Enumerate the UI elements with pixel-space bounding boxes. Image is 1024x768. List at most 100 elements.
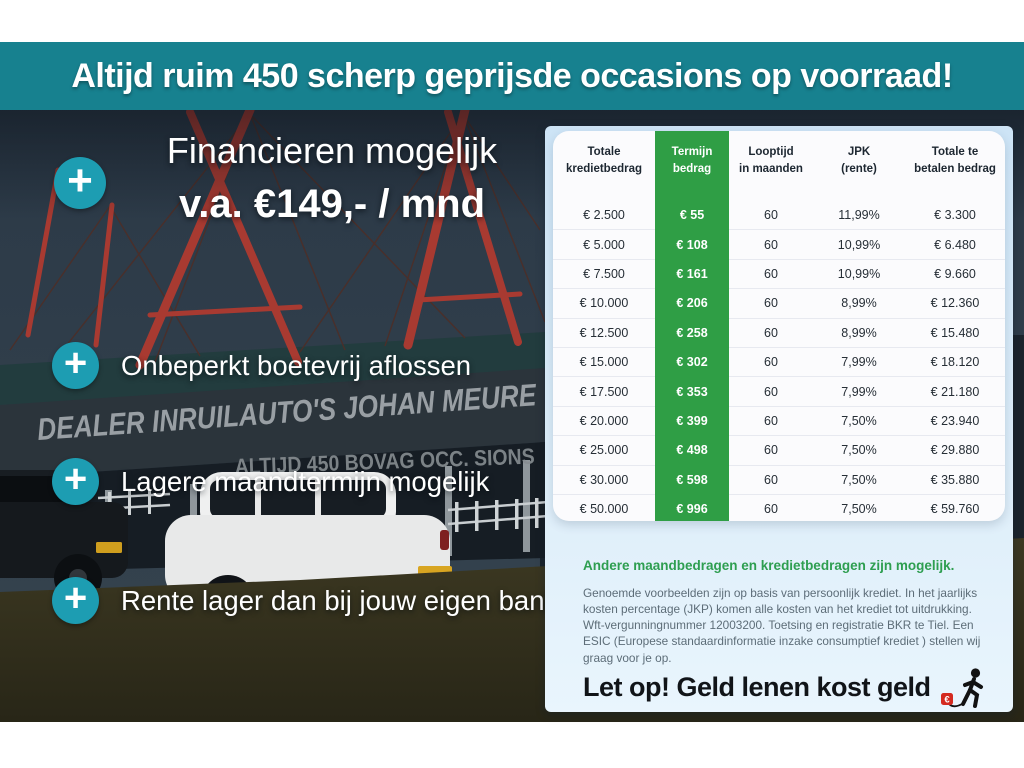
bullet-text: Lagere maandtermijn mogelijk bbox=[121, 465, 490, 497]
geld-lenen-kost-geld-icon: € bbox=[940, 668, 983, 708]
table-row: € 20.000 € 399 60 7,50% € 23.940 bbox=[553, 405, 1005, 435]
dark-suv bbox=[0, 470, 128, 602]
promo-bullet: + Lagere maandtermijn mogelijk bbox=[52, 458, 489, 505]
rate-table-card: Totale kredietbedrag Termijn bedrag Loop… bbox=[553, 131, 1005, 521]
table-cell: € 20.000 bbox=[579, 413, 629, 428]
table-cell: 60 bbox=[764, 472, 778, 487]
table-cell: € 161 bbox=[676, 266, 708, 281]
table-cell: € 21.180 bbox=[930, 384, 980, 399]
banner-text: Altijd ruim 450 scherp geprijsde occasio… bbox=[71, 56, 953, 95]
table-body: € 2.500 € 55 60 11,99% € 3.300 € 5.000 € 108 60… bbox=[553, 201, 1005, 521]
table-cell: € 17.500 bbox=[579, 384, 629, 399]
table-cell: € 18.120 bbox=[930, 355, 980, 370]
table-cell: € 996 bbox=[676, 502, 708, 517]
table-row: € 15.000 € 302 60 7,99% € 18.120 bbox=[553, 346, 1005, 376]
headline-line2: v.a. €149,- / mnd bbox=[178, 182, 486, 226]
table-cell: 60 bbox=[764, 325, 778, 340]
table-cell: € 35.880 bbox=[930, 472, 980, 487]
table-cell: 60 bbox=[764, 237, 778, 252]
table-cell: € 353 bbox=[676, 384, 708, 399]
bullet-text: Onbeperkt boetevrij aflossen bbox=[121, 349, 472, 381]
termijn-column-highlight bbox=[655, 131, 729, 521]
table-cell: € 9.660 bbox=[934, 266, 976, 281]
table-cell: € 3.300 bbox=[934, 208, 976, 223]
table-cell: 11,99% bbox=[838, 208, 880, 223]
table-cell: 60 bbox=[764, 266, 778, 281]
table-row: € 25.000 € 498 60 7,50% € 29.880 bbox=[553, 435, 1005, 464]
table-cell: € 5.000 bbox=[583, 237, 625, 252]
plus-icon: + bbox=[52, 342, 99, 389]
header-totale-kredietbedrag: Totale kredietbedrag bbox=[565, 146, 643, 175]
table-cell: 7,99% bbox=[841, 355, 877, 370]
headline-line1: Financieren mogelijk bbox=[166, 130, 498, 171]
table-header: Totale kredietbedrag Termijn bedrag Loop… bbox=[553, 131, 1005, 201]
table-cell: € 108 bbox=[676, 237, 708, 252]
table-cell: € 50.000 bbox=[579, 502, 629, 517]
table-cell: 10,99% bbox=[837, 237, 881, 252]
table-cell: 60 bbox=[764, 208, 778, 223]
table-cell: 8,99% bbox=[841, 325, 877, 340]
table-cell: € 29.880 bbox=[930, 443, 980, 458]
table-cell: € 399 bbox=[676, 413, 708, 428]
table-cell: € 59.760 bbox=[930, 502, 980, 517]
table-cell: € 25.000 bbox=[579, 443, 629, 458]
table-cell: 7,99% bbox=[841, 384, 877, 399]
top-margin bbox=[0, 0, 1024, 42]
header-jpk: JPK (rente) bbox=[841, 146, 877, 175]
warning-row: Let op! Geld lenen kost geld € bbox=[583, 666, 997, 708]
table-cell: 60 bbox=[764, 296, 778, 311]
table-cell: 60 bbox=[764, 502, 778, 517]
table-row: € 17.500 € 353 60 7,99% € 21.180 bbox=[553, 376, 1005, 405]
table-cell: € 302 bbox=[676, 355, 708, 370]
promo-bullet: + Onbeperkt boetevrij aflossen bbox=[52, 342, 471, 389]
promo-headline: + Financieren mogelijk v.a. €149,- / mnd bbox=[54, 130, 544, 227]
table-cell: 8,99% bbox=[841, 296, 877, 311]
headline-lines: Financieren mogelijk v.a. €149,- / mnd bbox=[120, 130, 544, 227]
plus-icon: + bbox=[52, 577, 99, 624]
table-cell: 60 bbox=[764, 355, 778, 370]
table-cell: € 598 bbox=[676, 472, 708, 487]
svg-text:€: € bbox=[944, 695, 950, 706]
promo-bullet: + Rente lager dan bij jouw eigen bank bbox=[52, 577, 558, 624]
building-signband bbox=[0, 368, 545, 478]
header-totale-te-betalen: Totale te betalen bedrag bbox=[914, 146, 996, 175]
table-cell: € 2.500 bbox=[583, 208, 625, 223]
table-cell: € 30.000 bbox=[579, 472, 629, 487]
table-row: € 50.000 € 996 60 7,50% € 59.760 bbox=[553, 493, 1005, 521]
header-termijn-bedrag: Termijn bedrag bbox=[671, 146, 713, 175]
table-cell: 60 bbox=[764, 413, 778, 428]
finance-panel: Totale kredietbedrag Termijn bedrag Loop… bbox=[545, 126, 1013, 712]
table-cell: € 206 bbox=[676, 296, 708, 311]
table-cell: 10,99% bbox=[837, 266, 881, 281]
table-row: € 7.500 € 161 60 10,99% € 9.660 bbox=[553, 258, 1005, 288]
table-cell: € 498 bbox=[676, 443, 708, 458]
warning-text: Let op! Geld lenen kost geld bbox=[583, 671, 931, 702]
table-cell: € 7.500 bbox=[583, 266, 625, 281]
table-cell: € 15.000 bbox=[579, 355, 629, 370]
table-cell: € 12.500 bbox=[579, 325, 629, 340]
table-cell: € 55 bbox=[679, 208, 705, 223]
highlight-note: Andere maandbedragen en kredietbedragen … bbox=[583, 558, 955, 573]
table-cell: € 12.360 bbox=[930, 296, 980, 311]
bottom-margin bbox=[0, 722, 1024, 768]
table-row: € 2.500 € 55 60 11,99% € 3.300 bbox=[553, 201, 1005, 229]
table-cell: € 258 bbox=[676, 325, 708, 340]
disclaimer-text: Genoemde voorbeelden zijn op basis van p… bbox=[583, 586, 981, 665]
table-cell: € 6.480 bbox=[934, 237, 976, 252]
table-cell: € 23.940 bbox=[930, 413, 980, 428]
plus-icon: + bbox=[52, 458, 99, 505]
table-cell: 60 bbox=[764, 384, 778, 399]
table-row: € 12.500 € 258 60 8,99% € 15.480 bbox=[553, 317, 1005, 347]
plus-icon: + bbox=[54, 157, 106, 209]
bullet-text: Rente lager dan bij jouw eigen bank bbox=[121, 584, 559, 616]
table-cell: € 10.000 bbox=[579, 296, 629, 311]
table-cell: 60 bbox=[764, 443, 778, 458]
table-cell: 7,50% bbox=[841, 502, 877, 517]
building-fascia bbox=[0, 332, 545, 405]
table-cell: 7,50% bbox=[841, 443, 877, 458]
header-looptijd: Looptijd in maanden bbox=[739, 146, 803, 175]
table-cell: 7,50% bbox=[841, 472, 877, 487]
table-cell: € 15.480 bbox=[930, 325, 980, 340]
table-cell: 7,50% bbox=[841, 413, 877, 428]
